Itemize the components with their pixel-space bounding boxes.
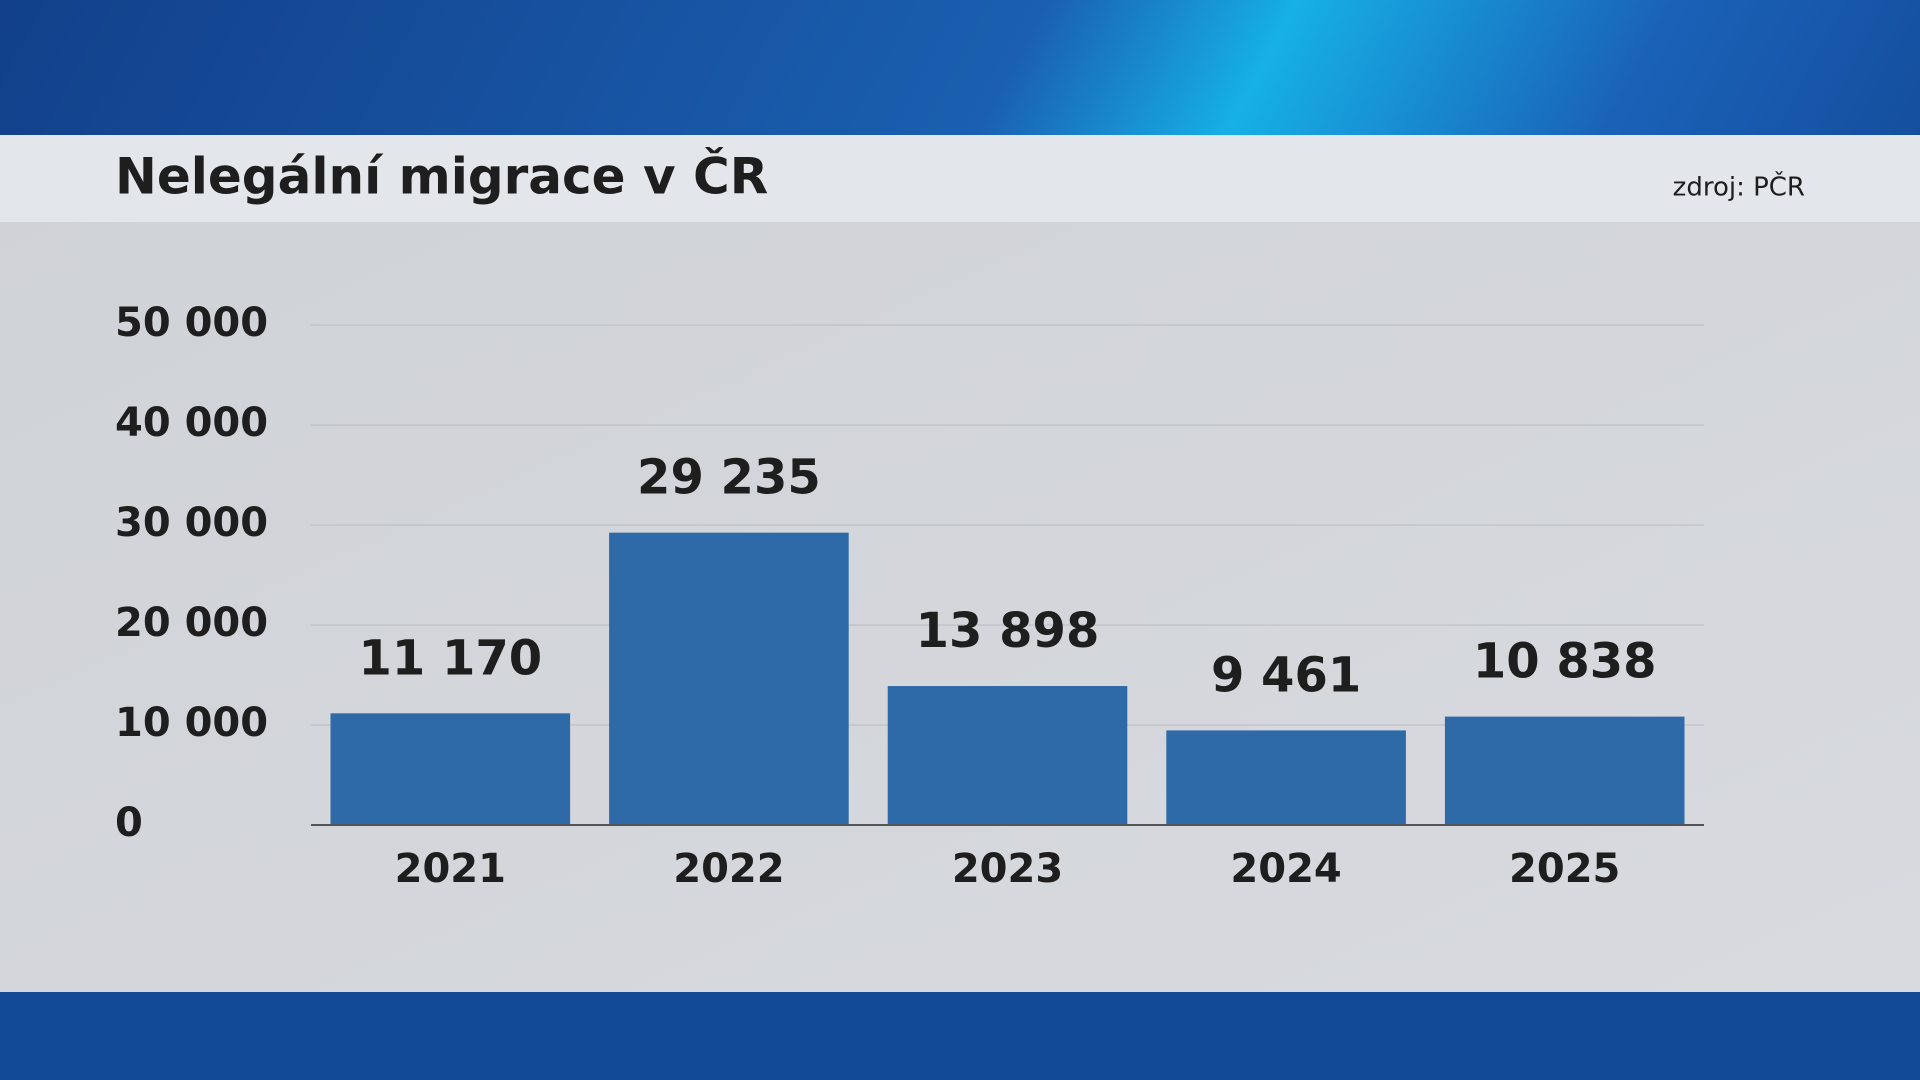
panel xyxy=(0,135,1920,992)
y-tick-label: 0 xyxy=(115,800,143,846)
value-label: 11 170 xyxy=(358,630,542,686)
bar xyxy=(887,686,1128,825)
chart-title: Nelegální migrace v ČR xyxy=(115,147,768,206)
value-label: 10 838 xyxy=(1473,634,1657,690)
x-tick-label: 2025 xyxy=(1509,846,1620,892)
x-tick-label: 2021 xyxy=(395,846,506,892)
bar xyxy=(330,713,571,825)
bar xyxy=(1444,716,1685,825)
value-label: 9 461 xyxy=(1211,647,1361,703)
value-label: 29 235 xyxy=(637,450,821,506)
bar xyxy=(609,532,849,825)
value-label: 13 898 xyxy=(916,603,1100,659)
y-tick-label: 30 000 xyxy=(115,500,268,546)
y-tick-label: 50 000 xyxy=(115,300,268,346)
y-tick-label: 20 000 xyxy=(115,600,268,646)
bottom-band xyxy=(0,992,1920,1080)
title-band xyxy=(0,135,1920,222)
x-tick-label: 2023 xyxy=(952,846,1063,892)
y-tick-label: 10 000 xyxy=(115,700,268,746)
source: zdroj: PČR xyxy=(1673,171,1805,203)
x-tick-label: 2022 xyxy=(673,846,784,892)
bar xyxy=(1166,730,1406,825)
x-tick-label: 2024 xyxy=(1230,846,1341,892)
y-tick-label: 40 000 xyxy=(115,400,268,446)
